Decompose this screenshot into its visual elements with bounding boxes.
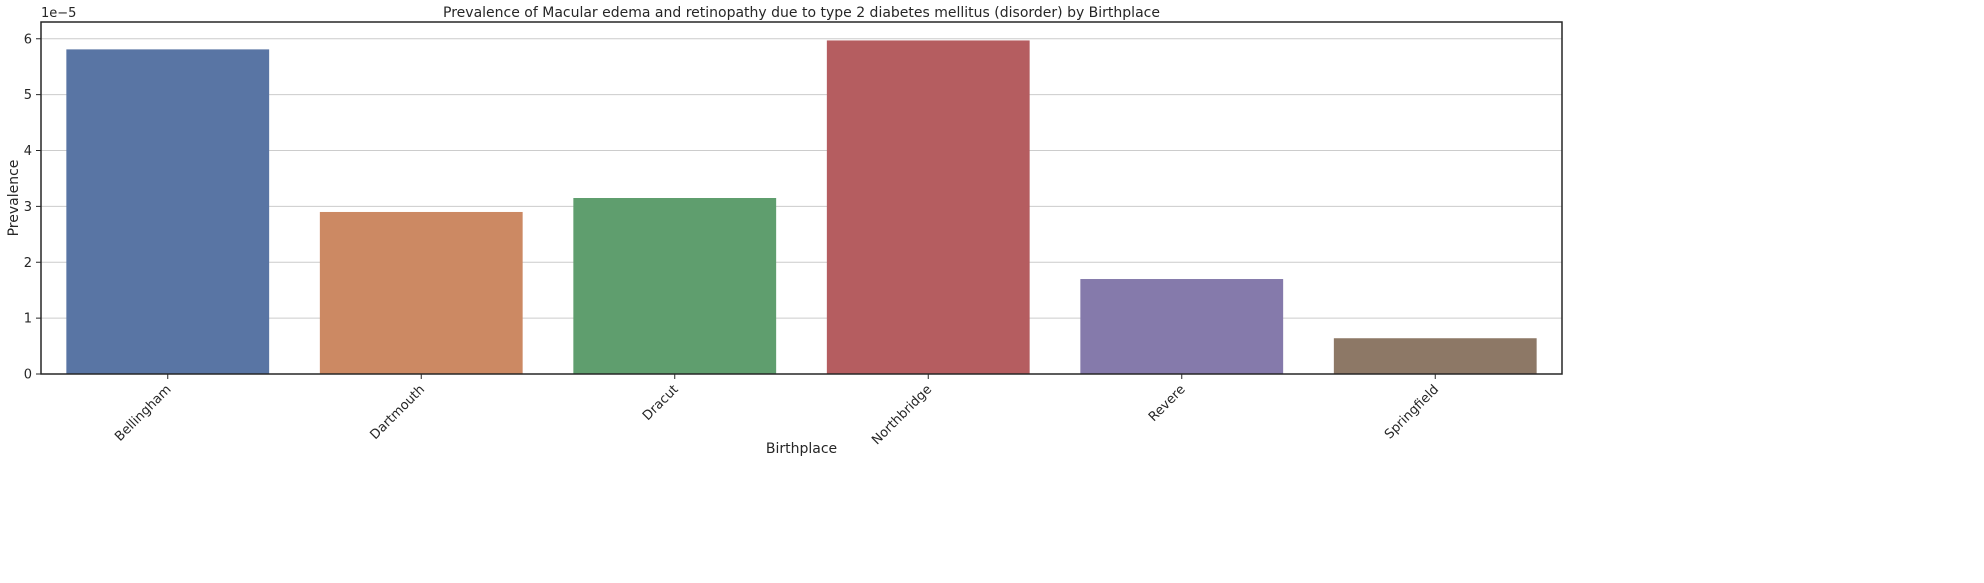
plot-frame (40, 21, 1563, 375)
y-axis-label: Prevalence (6, 160, 22, 237)
y-axis-ticks: 0 1 2 3 4 5 6 (24, 32, 41, 383)
x-tick-label: Dracut (640, 382, 682, 424)
bar (66, 49, 270, 374)
y-tick-label: 5 (24, 88, 32, 103)
y-tick-label: 1 (24, 312, 32, 327)
x-axis-label: Birthplace (766, 441, 837, 457)
bar (319, 211, 523, 374)
bar (1333, 338, 1537, 374)
y-gridlines (41, 38, 1562, 375)
bar (1080, 279, 1284, 374)
chart-title: Prevalence of Macular edema and retinopa… (443, 5, 1160, 21)
bar (573, 198, 777, 374)
bar (826, 40, 1030, 374)
y-tick-label: 3 (24, 200, 32, 215)
x-axis-ticks: Bellingham Dartmouth Dracut Northbridge Reve… (112, 374, 1442, 448)
x-tick-label: Revere (1146, 382, 1189, 425)
x-tick-label: Springfield (1382, 382, 1442, 442)
y-axis-offset-label: 1e−5 (41, 6, 76, 21)
x-tick-label: Northbridge (869, 382, 935, 448)
bars (66, 40, 1537, 374)
y-tick-label: 6 (24, 32, 32, 47)
x-tick-label: Bellingham (112, 382, 174, 444)
y-tick-label: 0 (24, 368, 32, 383)
y-tick-label: 4 (24, 144, 32, 159)
y-tick-label: 2 (24, 256, 32, 271)
x-tick-label: Dartmouth (368, 382, 429, 443)
